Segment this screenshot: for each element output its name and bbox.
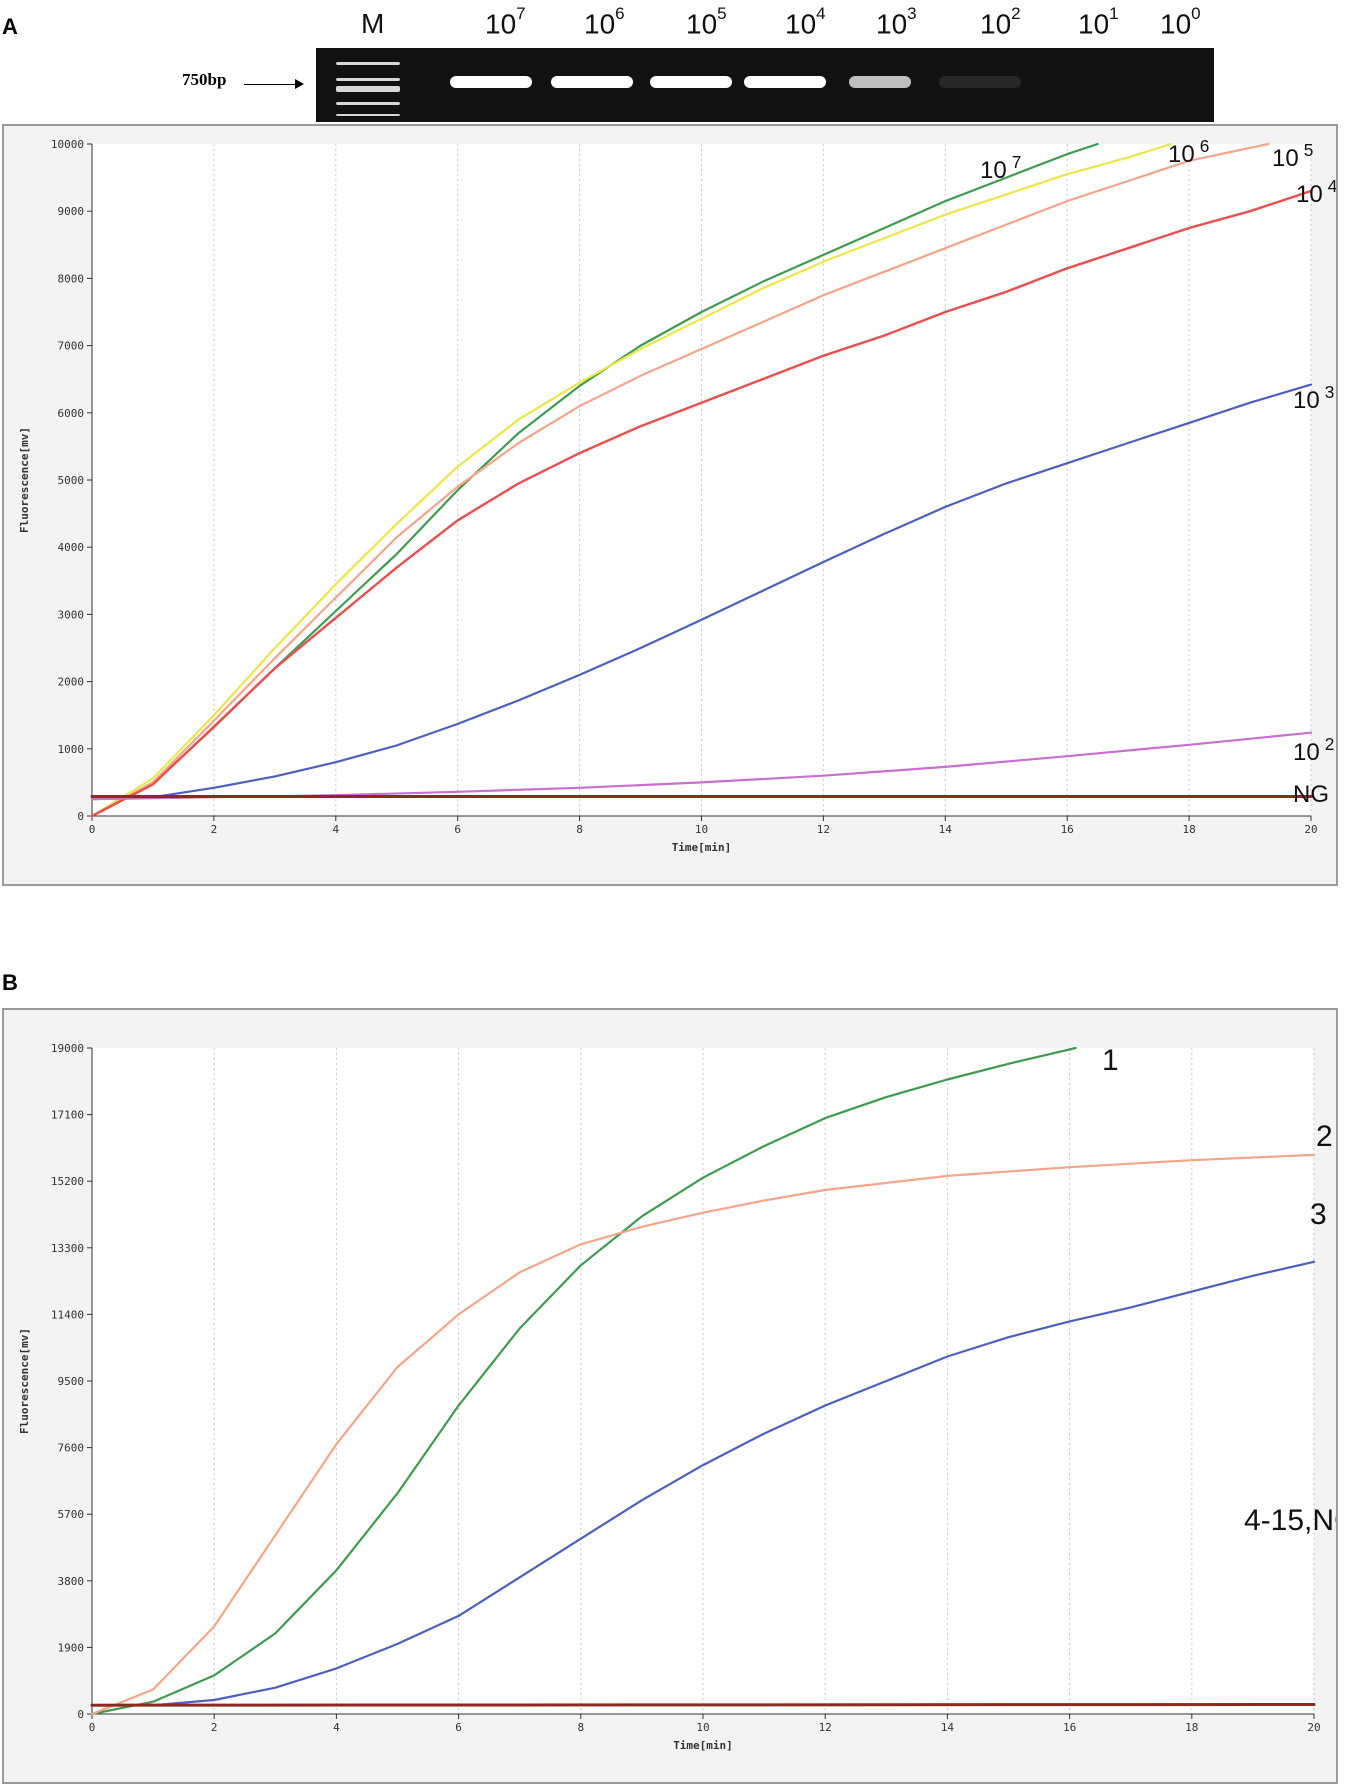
x-tick-label: 16	[1063, 1721, 1076, 1734]
y-tick-label: 4000	[58, 541, 85, 554]
lane-label-1e4: 104	[785, 4, 826, 40]
y-axis-label: Fluorescence[mv]	[18, 427, 31, 533]
y-tick-label: 1900	[58, 1641, 85, 1654]
sample-band	[450, 76, 532, 88]
x-tick-label: 0	[89, 823, 96, 836]
y-tick-label: 10000	[51, 138, 84, 151]
x-tick-label: 4	[333, 1721, 340, 1734]
lane-label-1e2: 102	[980, 4, 1021, 40]
marker-band	[336, 78, 400, 81]
y-tick-label: 6000	[58, 407, 85, 420]
x-tick-label: 2	[211, 823, 218, 836]
lane-label-1e3: 103	[876, 4, 917, 40]
series-label: 4-15,NG	[1244, 1504, 1336, 1537]
gel-bands	[336, 62, 1021, 116]
y-tick-label: 13300	[51, 1242, 84, 1255]
x-tick-label: 10	[696, 1721, 709, 1734]
x-tick-label: 8	[576, 823, 583, 836]
x-tick-label: 2	[211, 1721, 218, 1734]
x-tick-label: 8	[577, 1721, 584, 1734]
y-tick-label: 17100	[51, 1109, 84, 1122]
x-tick-label: 12	[819, 1721, 832, 1734]
x-tick-label: 14	[939, 823, 953, 836]
series-label: 10 2	[1293, 734, 1334, 766]
series-line	[90, 1046, 1077, 1716]
series-label: 10 3	[1293, 382, 1334, 414]
series-label: NG	[1293, 781, 1329, 808]
sample-band	[849, 76, 911, 88]
y-tick-label: 9500	[58, 1375, 85, 1388]
y-tick-label: 7000	[58, 340, 85, 353]
x-axis-label: Time[min]	[673, 1739, 733, 1752]
y-tick-label: 5000	[58, 474, 85, 487]
lane-label-1e0: 100	[1160, 4, 1201, 40]
x-tick-label: 0	[89, 1721, 96, 1734]
chart-a-frame: 0 2 4 6 8 10 12 14 16 18 20 0 1000 2000 3000 4000 5000 60…	[2, 124, 1338, 886]
sample-band	[939, 76, 1021, 88]
lane-label-1e5: 105	[686, 4, 727, 40]
y-tick-label: 0	[77, 810, 84, 823]
y-tick-label: 3000	[58, 608, 85, 621]
series-line	[90, 189, 1313, 818]
x-tick-label: 18	[1182, 823, 1195, 836]
chart-b: 0 2 4 6 8 10 12 14 16 18 2001900380057007600950011…	[18, 1042, 1336, 1752]
lane-label-1e7: 107	[485, 4, 526, 40]
sample-band	[551, 76, 633, 88]
y-tick-label: 5700	[58, 1508, 85, 1521]
band-arrow-icon	[244, 79, 304, 89]
series-line	[90, 142, 1172, 818]
chart-b-frame: 0 2 4 6 8 10 12 14 16 18 20 0 1900 3800 5700 7600 9500 11…	[2, 1008, 1338, 1784]
marker-band	[336, 114, 400, 116]
series-line	[90, 1260, 1316, 1707]
y-axis-label: Fluorescence[mv]	[18, 1328, 31, 1434]
panel-b-letter: B	[2, 970, 18, 995]
x-axis-label: Time[min]	[672, 841, 732, 854]
y-tick-label: 15200	[51, 1175, 84, 1188]
sample-band	[650, 76, 732, 88]
x-tick-label: 18	[1185, 1721, 1198, 1734]
y-tick-label: 7600	[58, 1442, 85, 1455]
x-tick-label: 4	[332, 823, 339, 836]
series-label: 10 5	[1272, 140, 1313, 172]
y-tick-label: 19000	[51, 1042, 84, 1055]
x-tick-label: 14	[941, 1721, 955, 1734]
panel-a-letter: A	[2, 14, 18, 39]
series-label: 3	[1310, 1198, 1327, 1231]
marker-band	[336, 86, 400, 92]
y-tick-label: 0	[77, 1708, 84, 1721]
marker-band	[336, 62, 400, 65]
lane-label-marker: M	[361, 8, 385, 39]
x-tick-label: 10	[695, 823, 708, 836]
series-label: 10 4	[1296, 176, 1336, 208]
y-tick-label: 2000	[58, 676, 85, 689]
band-size-label: 750bp	[182, 70, 227, 89]
series-line	[90, 142, 1270, 818]
series-label: 10 7	[980, 152, 1021, 184]
x-tick-label: 6	[454, 823, 461, 836]
series-label: 1	[1102, 1044, 1119, 1077]
x-tick-label: 12	[817, 823, 830, 836]
series-line	[90, 383, 1313, 801]
gel-electrophoresis: M 107 106 105 104 103 102 101 100 750bp	[0, 0, 1347, 125]
y-tick-label: 11400	[51, 1308, 84, 1321]
sample-band	[744, 76, 826, 88]
y-tick-label: 8000	[58, 272, 85, 285]
x-tick-label: 20	[1304, 823, 1317, 836]
y-tick-label: 3800	[58, 1575, 85, 1588]
gel-image	[316, 48, 1214, 122]
x-tick-label: 6	[455, 1721, 462, 1734]
marker-band	[336, 102, 400, 105]
series-line	[90, 1703, 1316, 1707]
series-line	[90, 1153, 1316, 1716]
series-label: 2	[1316, 1120, 1333, 1153]
series-label: 10 6	[1168, 136, 1209, 168]
y-tick-label: 9000	[58, 205, 85, 218]
lane-label-1e6: 106	[584, 4, 625, 40]
x-tick-label: 20	[1307, 1721, 1320, 1734]
x-tick-label: 16	[1061, 823, 1074, 836]
y-tick-label: 1000	[58, 743, 85, 756]
chart-a: 0 2 4 6 8 10 12 14 16 18 20 0 1000 2000 3000 4000 5000 60…	[18, 136, 1336, 854]
lane-label-1e1: 101	[1078, 4, 1119, 40]
